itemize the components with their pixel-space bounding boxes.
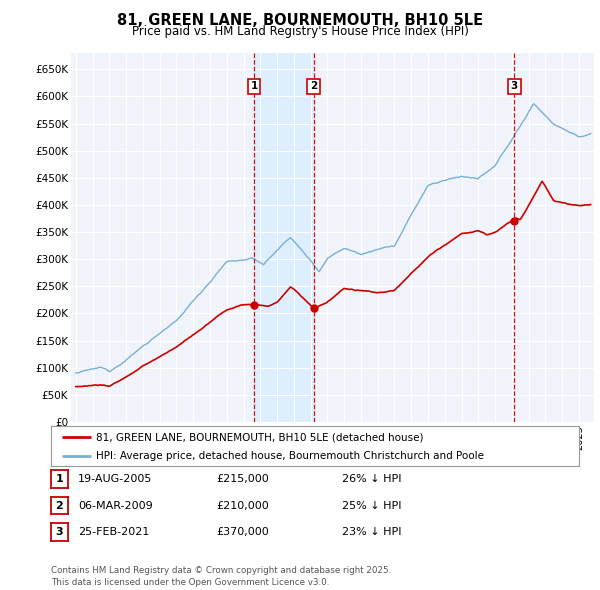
Text: 19-AUG-2005: 19-AUG-2005 (78, 474, 152, 484)
Text: 06-MAR-2009: 06-MAR-2009 (78, 501, 153, 510)
Text: 81, GREEN LANE, BOURNEMOUTH, BH10 5LE: 81, GREEN LANE, BOURNEMOUTH, BH10 5LE (117, 13, 483, 28)
Text: 1: 1 (56, 474, 63, 484)
Text: 3: 3 (511, 81, 518, 91)
Text: 2: 2 (310, 81, 317, 91)
Text: 23% ↓ HPI: 23% ↓ HPI (342, 527, 401, 537)
Text: £370,000: £370,000 (216, 527, 269, 537)
Text: 25% ↓ HPI: 25% ↓ HPI (342, 501, 401, 510)
Text: HPI: Average price, detached house, Bournemouth Christchurch and Poole: HPI: Average price, detached house, Bour… (96, 451, 484, 461)
Text: 3: 3 (56, 527, 63, 537)
Text: 81, GREEN LANE, BOURNEMOUTH, BH10 5LE (detached house): 81, GREEN LANE, BOURNEMOUTH, BH10 5LE (d… (96, 432, 424, 442)
Text: Price paid vs. HM Land Registry's House Price Index (HPI): Price paid vs. HM Land Registry's House … (131, 25, 469, 38)
Text: Contains HM Land Registry data © Crown copyright and database right 2025.
This d: Contains HM Land Registry data © Crown c… (51, 566, 391, 587)
Text: 1: 1 (251, 81, 258, 91)
Text: 25-FEB-2021: 25-FEB-2021 (78, 527, 149, 537)
Text: 26% ↓ HPI: 26% ↓ HPI (342, 474, 401, 484)
Text: 2: 2 (56, 501, 63, 510)
Bar (254, 53, 314, 422)
Text: £215,000: £215,000 (216, 474, 269, 484)
Text: £210,000: £210,000 (216, 501, 269, 510)
